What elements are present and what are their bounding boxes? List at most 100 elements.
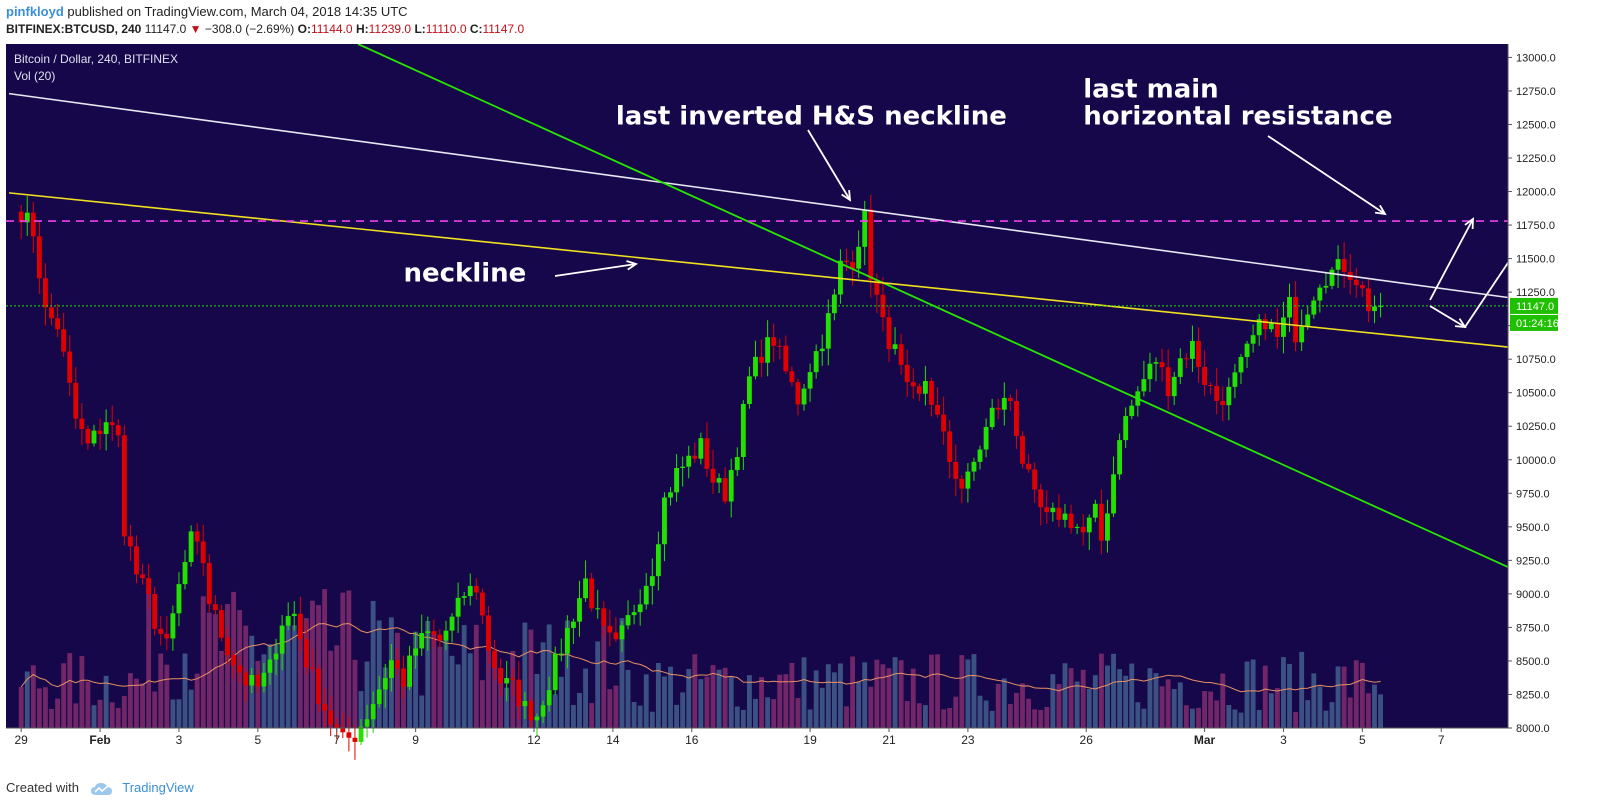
author-link[interactable]: pinfkloyd <box>6 4 64 19</box>
candle-body <box>662 497 667 545</box>
candle-body <box>528 701 534 721</box>
candle <box>753 340 758 380</box>
candle <box>1153 357 1159 382</box>
candle <box>856 230 862 278</box>
candle-body <box>862 209 868 247</box>
candle <box>589 572 595 612</box>
volume-bar <box>194 673 200 728</box>
y-tick-label: 11250.0 <box>1516 287 1555 299</box>
candle-body <box>109 422 115 426</box>
candle-body <box>1353 279 1359 286</box>
candle-body <box>850 261 856 269</box>
candle <box>522 691 528 719</box>
candle <box>473 578 479 600</box>
x-tick-label: 19 <box>803 733 817 747</box>
volume-bar <box>910 668 916 728</box>
candle <box>1208 382 1214 395</box>
volume-bar <box>1317 686 1323 728</box>
candle <box>103 409 109 451</box>
candle-body <box>959 478 965 489</box>
volume-bar <box>1220 673 1226 728</box>
candle-body <box>589 578 595 609</box>
volume-bar <box>1232 709 1238 728</box>
candle <box>552 646 558 696</box>
volume-bar <box>467 653 473 728</box>
candle <box>637 589 643 626</box>
volume-bar <box>49 708 54 728</box>
volume-bar <box>577 692 582 728</box>
candle <box>807 363 813 402</box>
x-tick-label: 14 <box>606 733 620 747</box>
volume-bar <box>364 661 370 728</box>
candle <box>740 400 746 470</box>
x-tick-label: Mar <box>1194 733 1216 747</box>
candle <box>1177 348 1183 385</box>
volume-bar <box>146 588 152 728</box>
candle-body <box>971 461 977 472</box>
volume-bar <box>807 709 813 728</box>
candle <box>631 604 637 625</box>
tradingview-link[interactable]: TradingView <box>122 780 194 795</box>
candle-body <box>486 615 491 651</box>
candle <box>1086 514 1092 551</box>
candle-body <box>121 435 127 537</box>
candle-body <box>995 407 1001 410</box>
candle-body <box>1141 379 1147 392</box>
volume-bar <box>1226 705 1232 728</box>
volume-bar <box>61 663 67 728</box>
candle-body <box>838 260 843 295</box>
candle-body <box>916 386 922 394</box>
candle-body <box>134 546 139 575</box>
candle-body <box>85 428 91 444</box>
candle <box>200 524 206 577</box>
candle-body <box>892 344 898 349</box>
volume-bar <box>152 691 158 728</box>
volume-bar <box>297 628 303 728</box>
candle-body <box>1220 400 1226 406</box>
volume-bar <box>1068 668 1074 728</box>
close-value: 11147.0 <box>482 22 525 36</box>
candle-body <box>467 586 473 597</box>
candle-body <box>1323 285 1329 288</box>
volume-bar <box>892 657 898 728</box>
volume-bar <box>831 672 837 728</box>
candle <box>370 691 376 734</box>
volume-bar <box>522 622 528 728</box>
candle-body <box>874 279 880 295</box>
candle-body <box>540 705 546 717</box>
volume-bar <box>455 664 461 728</box>
volume-bar <box>1141 708 1147 728</box>
candle <box>746 366 752 409</box>
volume-bar <box>819 687 825 728</box>
volume-bar <box>844 706 849 728</box>
chart-title: Bitcoin / Dollar, 240, BITFINEX <box>14 52 178 66</box>
volume-bar <box>1080 669 1086 728</box>
volume-bar <box>1062 663 1068 728</box>
candle-body <box>898 344 904 365</box>
candle-body <box>395 660 400 669</box>
y-tick-label: 8500.0 <box>1516 656 1550 668</box>
volume-bar <box>558 676 564 728</box>
candle <box>1317 284 1323 313</box>
volume-bar <box>449 655 455 728</box>
candle <box>570 618 576 644</box>
candle-body <box>1062 513 1068 520</box>
candle <box>134 535 139 584</box>
candle-body <box>801 388 807 405</box>
candle-body <box>558 653 564 655</box>
volume-bar <box>692 654 698 728</box>
candle <box>947 419 953 479</box>
candle <box>789 366 795 387</box>
price-chart[interactable]: last inverted H&S neckline last mainhoriz… <box>0 44 1610 772</box>
volume-bar <box>1359 662 1365 728</box>
candle-body <box>18 211 24 223</box>
candle-body <box>904 364 910 383</box>
candle-body <box>1056 507 1062 520</box>
volume-bar <box>759 677 764 728</box>
candle <box>595 589 601 619</box>
candle-body <box>795 382 801 405</box>
candle <box>219 604 224 642</box>
volume-bar <box>1202 691 1207 728</box>
candle <box>455 582 461 633</box>
candle-body <box>1129 405 1135 417</box>
